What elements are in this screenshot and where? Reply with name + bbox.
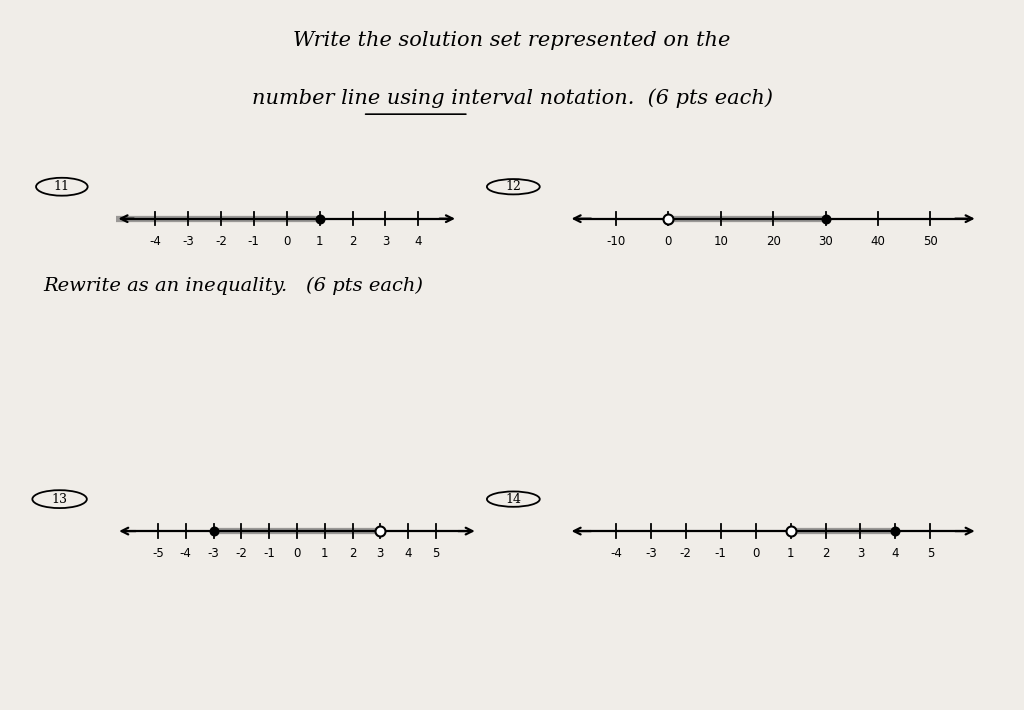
Text: 2: 2	[349, 547, 356, 560]
Text: Write the solution set represented on the: Write the solution set represented on th…	[293, 31, 731, 50]
Text: 2: 2	[822, 547, 829, 560]
Text: 11: 11	[54, 180, 70, 193]
Text: 0: 0	[752, 547, 760, 560]
Text: -4: -4	[150, 234, 161, 248]
Text: 10: 10	[714, 234, 728, 248]
Text: 2: 2	[349, 234, 356, 248]
Point	[311, 213, 328, 224]
Text: -5: -5	[153, 547, 164, 560]
Text: 4: 4	[415, 234, 422, 248]
Text: 12: 12	[506, 180, 521, 193]
Text: -4: -4	[180, 547, 191, 560]
Text: -2: -2	[215, 234, 227, 248]
Text: 5: 5	[927, 547, 934, 560]
Text: 1: 1	[786, 547, 795, 560]
Text: -2: -2	[236, 547, 248, 560]
Text: 5: 5	[432, 547, 439, 560]
Text: 0: 0	[293, 547, 301, 560]
Text: 14: 14	[505, 493, 521, 506]
Text: 3: 3	[382, 234, 389, 248]
Text: 30: 30	[818, 234, 833, 248]
Point	[372, 525, 388, 537]
Text: number line using interval notation.  (6 pts each): number line using interval notation. (6 …	[252, 88, 772, 108]
Text: 0: 0	[665, 234, 672, 248]
Text: 4: 4	[892, 547, 899, 560]
Point	[817, 213, 834, 224]
Text: -2: -2	[680, 547, 691, 560]
Text: -3: -3	[182, 234, 194, 248]
Text: Rewrite as an inequality.   (6 pts each): Rewrite as an inequality. (6 pts each)	[43, 277, 423, 295]
Text: 20: 20	[766, 234, 780, 248]
Text: -1: -1	[263, 547, 275, 560]
Point	[887, 525, 903, 537]
Text: 4: 4	[404, 547, 412, 560]
Text: 40: 40	[870, 234, 886, 248]
Text: 3: 3	[857, 547, 864, 560]
Text: 1: 1	[321, 547, 329, 560]
Text: 3: 3	[377, 547, 384, 560]
Point	[660, 213, 677, 224]
Text: -3: -3	[208, 547, 219, 560]
Point	[206, 525, 222, 537]
Text: -3: -3	[645, 547, 656, 560]
Text: 0: 0	[283, 234, 291, 248]
Text: -1: -1	[248, 234, 260, 248]
Point	[782, 525, 799, 537]
Text: 1: 1	[315, 234, 324, 248]
Text: 13: 13	[51, 493, 68, 506]
Text: -1: -1	[715, 547, 727, 560]
Text: -10: -10	[606, 234, 626, 248]
Text: 50: 50	[923, 234, 938, 248]
Text: -4: -4	[610, 547, 622, 560]
